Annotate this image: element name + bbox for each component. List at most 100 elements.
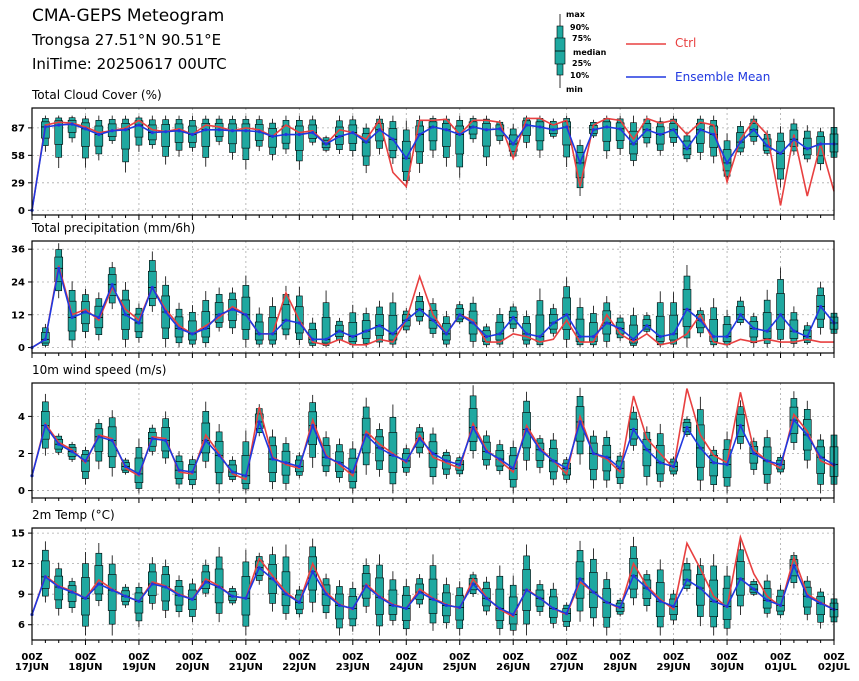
mean-series-point: [284, 461, 288, 465]
mean-series-point: [418, 437, 422, 441]
mean-series-point: [658, 335, 662, 339]
mean-series-point: [792, 137, 796, 141]
mean-series-point: [83, 127, 88, 131]
mean-series-point: [364, 140, 368, 144]
mean-series-point: [484, 450, 489, 454]
y-tick-label: 58: [11, 151, 25, 162]
mean-series-point: [244, 596, 248, 600]
mean-series-point: [97, 132, 101, 137]
box-inner: [67, 119, 77, 133]
x-tick-label-hour: 00Z: [663, 652, 684, 663]
mean-series-point: [725, 335, 729, 339]
mean-series-point: [645, 586, 649, 590]
box-inner: [201, 123, 211, 147]
x-tick-label-hour: 00Z: [396, 652, 417, 663]
mean-series-point: [137, 123, 141, 127]
mean-series-point: [591, 335, 596, 339]
mean-series-point: [190, 470, 194, 474]
box-inner: [696, 574, 705, 606]
x-tick-label-date: 21JUN: [229, 662, 263, 673]
mean-series-point: [524, 427, 529, 431]
ctrl-series-line: [31, 388, 835, 481]
mean-series-point: [618, 466, 622, 470]
y-tick-label: 0: [18, 486, 25, 497]
mean-series-point: [351, 131, 355, 135]
mean-series-point: [672, 604, 676, 609]
mean-series-point: [605, 600, 609, 604]
mean-series-point: [698, 586, 702, 590]
mean-series-point: [551, 321, 555, 325]
mean-series-point: [204, 438, 208, 443]
mean-series-point: [565, 611, 569, 616]
mean-series-point: [752, 326, 756, 331]
mean-series-point: [311, 131, 315, 135]
mean-series-point: [43, 125, 47, 129]
mean-series-point: [645, 324, 649, 328]
mean-series-point: [177, 593, 181, 597]
box-inner: [107, 574, 117, 611]
mean-series-point: [792, 564, 796, 568]
mean-series-point: [110, 438, 114, 443]
mean-series-point: [712, 599, 716, 603]
mean-series-point: [738, 424, 743, 428]
mean-series-point: [391, 453, 395, 457]
legend-box-label: 90%: [570, 23, 589, 32]
mean-series-point: [244, 474, 248, 478]
mean-series-point: [164, 585, 168, 589]
mean-series-point: [551, 606, 555, 611]
box-inner: [535, 121, 545, 142]
mean-series-point: [271, 457, 275, 461]
mean-series-point: [752, 587, 756, 591]
mean-series-point: [431, 318, 435, 322]
mean-series-point: [190, 597, 194, 601]
mean-series-point: [631, 142, 636, 146]
mean-series-point: [498, 606, 502, 611]
mean-series-point: [137, 599, 141, 603]
mean-series-point: [685, 578, 689, 582]
box-inner: [388, 314, 398, 341]
x-tick-label-date: 19JUN: [122, 662, 156, 673]
mean-series-point: [778, 313, 783, 317]
x-tick-label-date: 27JUN: [550, 662, 584, 673]
mean-series-point: [431, 597, 435, 601]
location-label: Trongsa 27.51°N 90.51°E: [32, 31, 222, 49]
box-inner: [602, 121, 612, 142]
box-inner: [776, 293, 785, 330]
mean-series-point: [565, 466, 569, 470]
mean-series-point: [618, 605, 622, 610]
mean-series-point: [150, 131, 154, 135]
mean-series-point: [418, 307, 422, 311]
box-inner: [241, 123, 251, 149]
box-inner: [134, 457, 144, 483]
mean-series-point: [43, 575, 47, 579]
mean-series-point: [257, 130, 261, 134]
mean-series-point: [377, 595, 382, 599]
mean-series-point: [418, 590, 422, 594]
box-inner: [455, 125, 465, 155]
box-inner: [361, 133, 371, 157]
box-inner: [188, 320, 197, 341]
mean-series-point: [311, 337, 315, 341]
y-tick-label: 0: [18, 206, 25, 217]
y-tick-label: 29: [11, 178, 25, 189]
mean-series-point: [511, 466, 515, 470]
mean-series-point: [164, 438, 168, 443]
mean-series-point: [377, 128, 382, 132]
mean-series-point: [712, 335, 716, 339]
mean-series-point: [578, 161, 582, 165]
x-tick-label-date: 24JUN: [389, 662, 423, 673]
mean-series-point: [685, 307, 689, 311]
mean-series-point: [204, 128, 208, 132]
mean-series-point: [217, 453, 221, 457]
mean-series-point: [364, 433, 368, 437]
x-tick-label-hour: 00Z: [556, 652, 577, 663]
box-inner: [495, 588, 505, 621]
x-tick-label-hour: 00Z: [770, 652, 791, 663]
y-tick-label: 12: [11, 310, 25, 321]
mean-series-point: [190, 132, 194, 137]
mean-series-point: [444, 459, 448, 463]
mean-series-point: [110, 588, 114, 592]
mean-series-point: [805, 147, 809, 151]
mean-series-point: [765, 144, 769, 148]
